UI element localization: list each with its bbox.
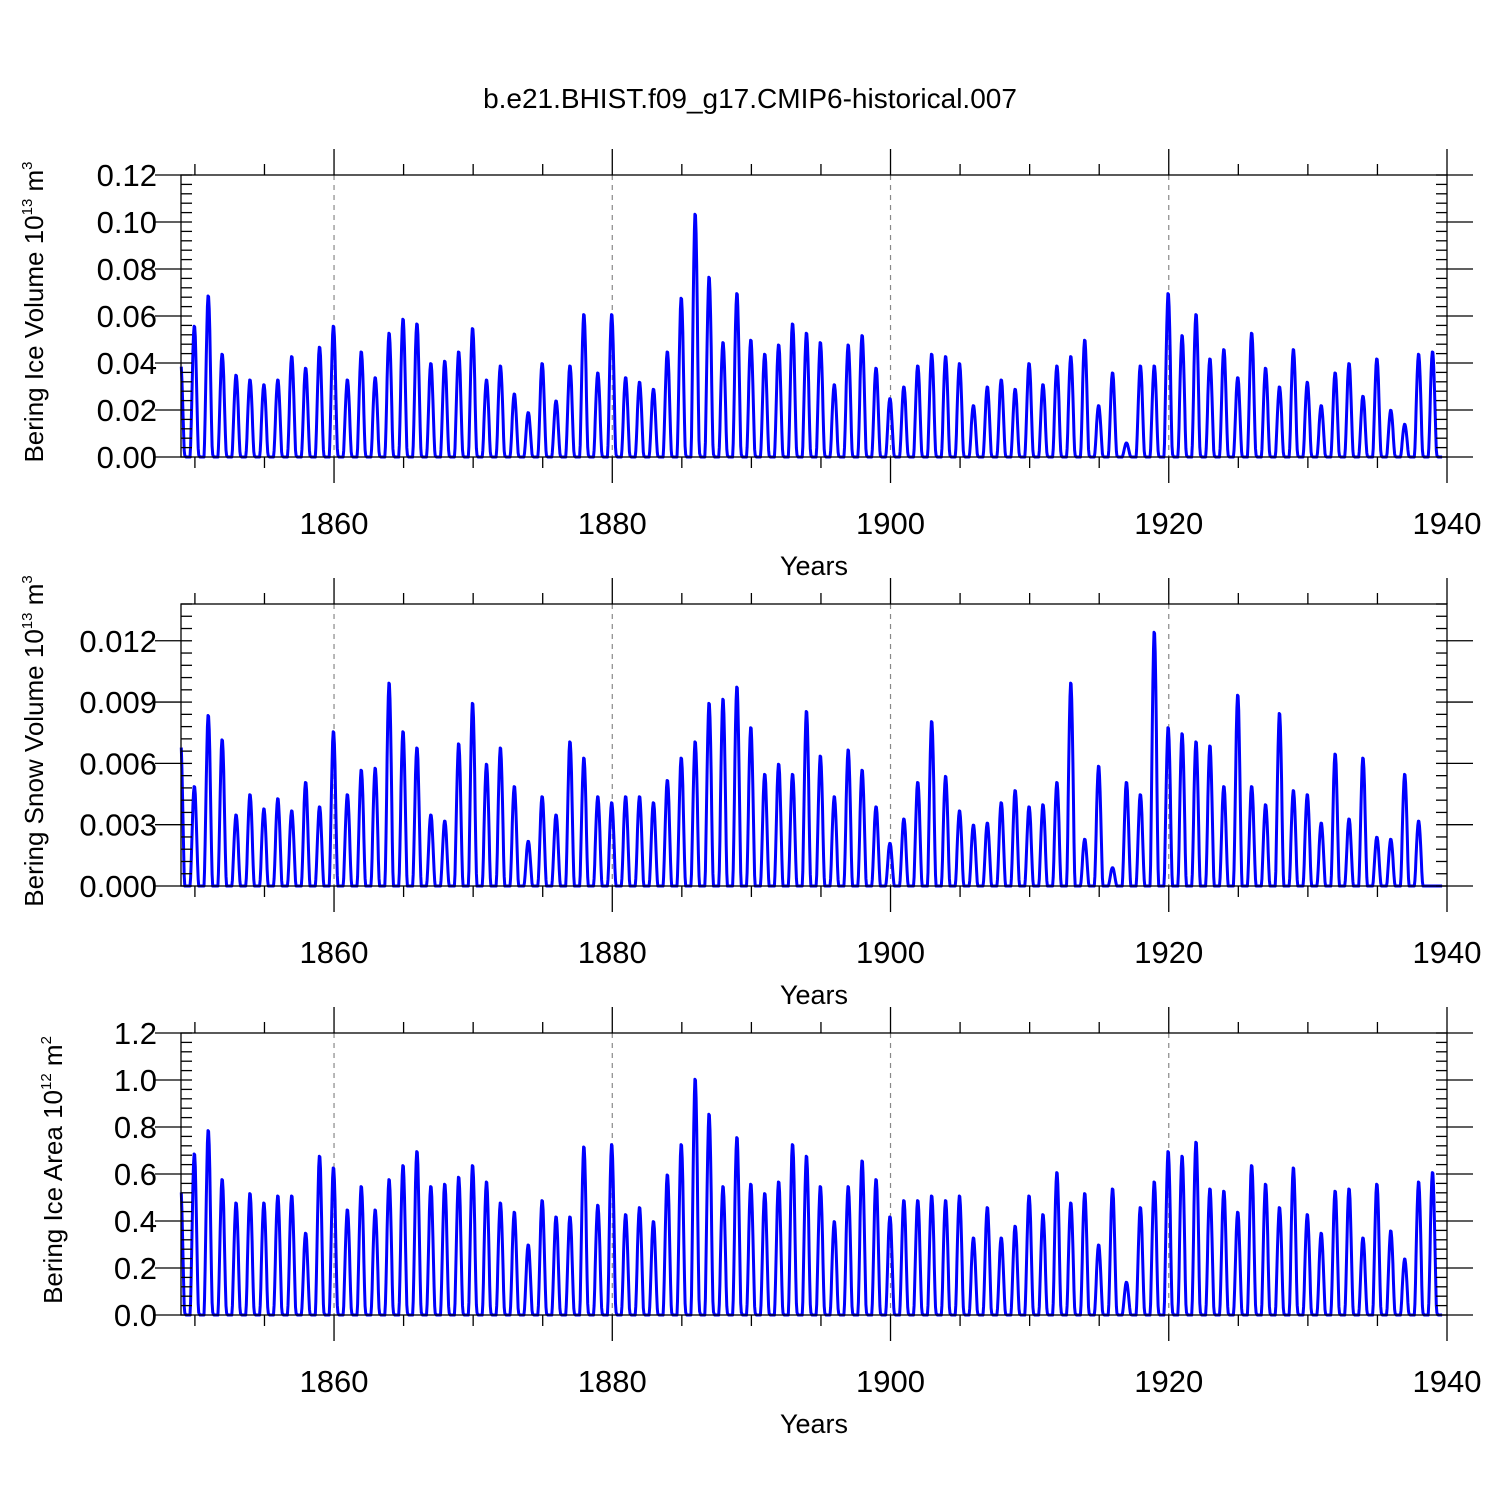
x-tick-label-1920: 1920: [1134, 1364, 1203, 1399]
y-tick-label: 0.009: [79, 685, 157, 720]
y-tick-label: 0.2: [114, 1251, 157, 1286]
y-tick-label: 0.4: [114, 1204, 157, 1239]
y-tick-label: 0.003: [79, 808, 157, 843]
x-tick-label-1940: 1940: [1413, 506, 1482, 541]
x-tick-label-1860: 1860: [300, 506, 369, 541]
y-tick-label: 1.2: [114, 1016, 157, 1051]
x-tick-label-1860: 1860: [300, 1364, 369, 1399]
x-tick-label-1940: 1940: [1413, 935, 1482, 970]
x-tick-label-1900: 1900: [856, 935, 925, 970]
y-tick-label: 0.0: [114, 1298, 157, 1333]
y-tick-label: 1.0: [114, 1063, 157, 1098]
y-axis-label: Bering Ice Area 1012 m2: [38, 1036, 68, 1304]
x-tick-label-1880: 1880: [578, 935, 647, 970]
series-line-ice-area: [179, 1077, 1444, 1317]
y-tick-label: 0.10: [97, 205, 157, 240]
y-axis-label: Bering Snow Volume 1013 m3: [19, 575, 49, 906]
panels: 0.00 0.02 0.04 0.06 0.08 0.10 0.12 1860 1880 1900…: [19, 149, 1481, 1439]
plot-frame-snow-volume: [180, 603, 1448, 887]
y-tick-label: 0.00: [97, 440, 157, 475]
y-tick-label: 0.12: [97, 158, 157, 193]
panel-ice-volume: 0.00 0.02 0.04 0.06 0.08 0.10 0.12 1860 1880 1900…: [19, 149, 1481, 581]
x-tick-label-1880: 1880: [578, 1364, 647, 1399]
y-tick-label: 0.8: [114, 1110, 157, 1145]
x-axis-label: Years: [780, 1409, 848, 1439]
plot-frame-ice-area: [180, 1032, 1448, 1316]
x-tick-label-1920: 1920: [1134, 506, 1203, 541]
y-tick-label: 0.012: [79, 624, 157, 659]
x-axis-label: Years: [780, 551, 848, 581]
x-tick-label-1900: 1900: [856, 506, 925, 541]
x-tick-label-1880: 1880: [578, 506, 647, 541]
x-tick-label-1920: 1920: [1134, 935, 1203, 970]
y-tick-label: 0.06: [97, 299, 157, 334]
plot-frame-ice-volume: [180, 174, 1448, 458]
y-tick-label: 0.04: [97, 346, 157, 381]
x-tick-label-1940: 1940: [1413, 1364, 1482, 1399]
y-tick-label: 0.08: [97, 252, 157, 287]
y-tick-label: 0.000: [79, 869, 157, 904]
y-axis-label: Bering Ice Volume 1013 m3: [19, 161, 49, 462]
x-axis-label: Years: [780, 980, 848, 1010]
y-tick-label: 0.02: [97, 393, 157, 428]
panel-ice-area: 0.0 0.2 0.4 0.6 0.8 1.0 1.2 1860 1880 1900 1920 194…: [38, 1007, 1481, 1439]
panel-snow-volume: 0.000 0.003 0.006 0.009 0.012 1860 1880 1900 192…: [19, 575, 1481, 1010]
y-tick-label: 0.006: [79, 746, 157, 781]
chart-title: b.e21.BHIST.f09_g17.CMIP6-historical.007: [483, 83, 1017, 114]
series-line-snow-volume: [179, 630, 1444, 888]
series-line-ice-volume: [179, 212, 1444, 459]
x-tick-label-1900: 1900: [856, 1364, 925, 1399]
y-tick-label: 0.6: [114, 1157, 157, 1192]
x-tick-label-1860: 1860: [300, 935, 369, 970]
